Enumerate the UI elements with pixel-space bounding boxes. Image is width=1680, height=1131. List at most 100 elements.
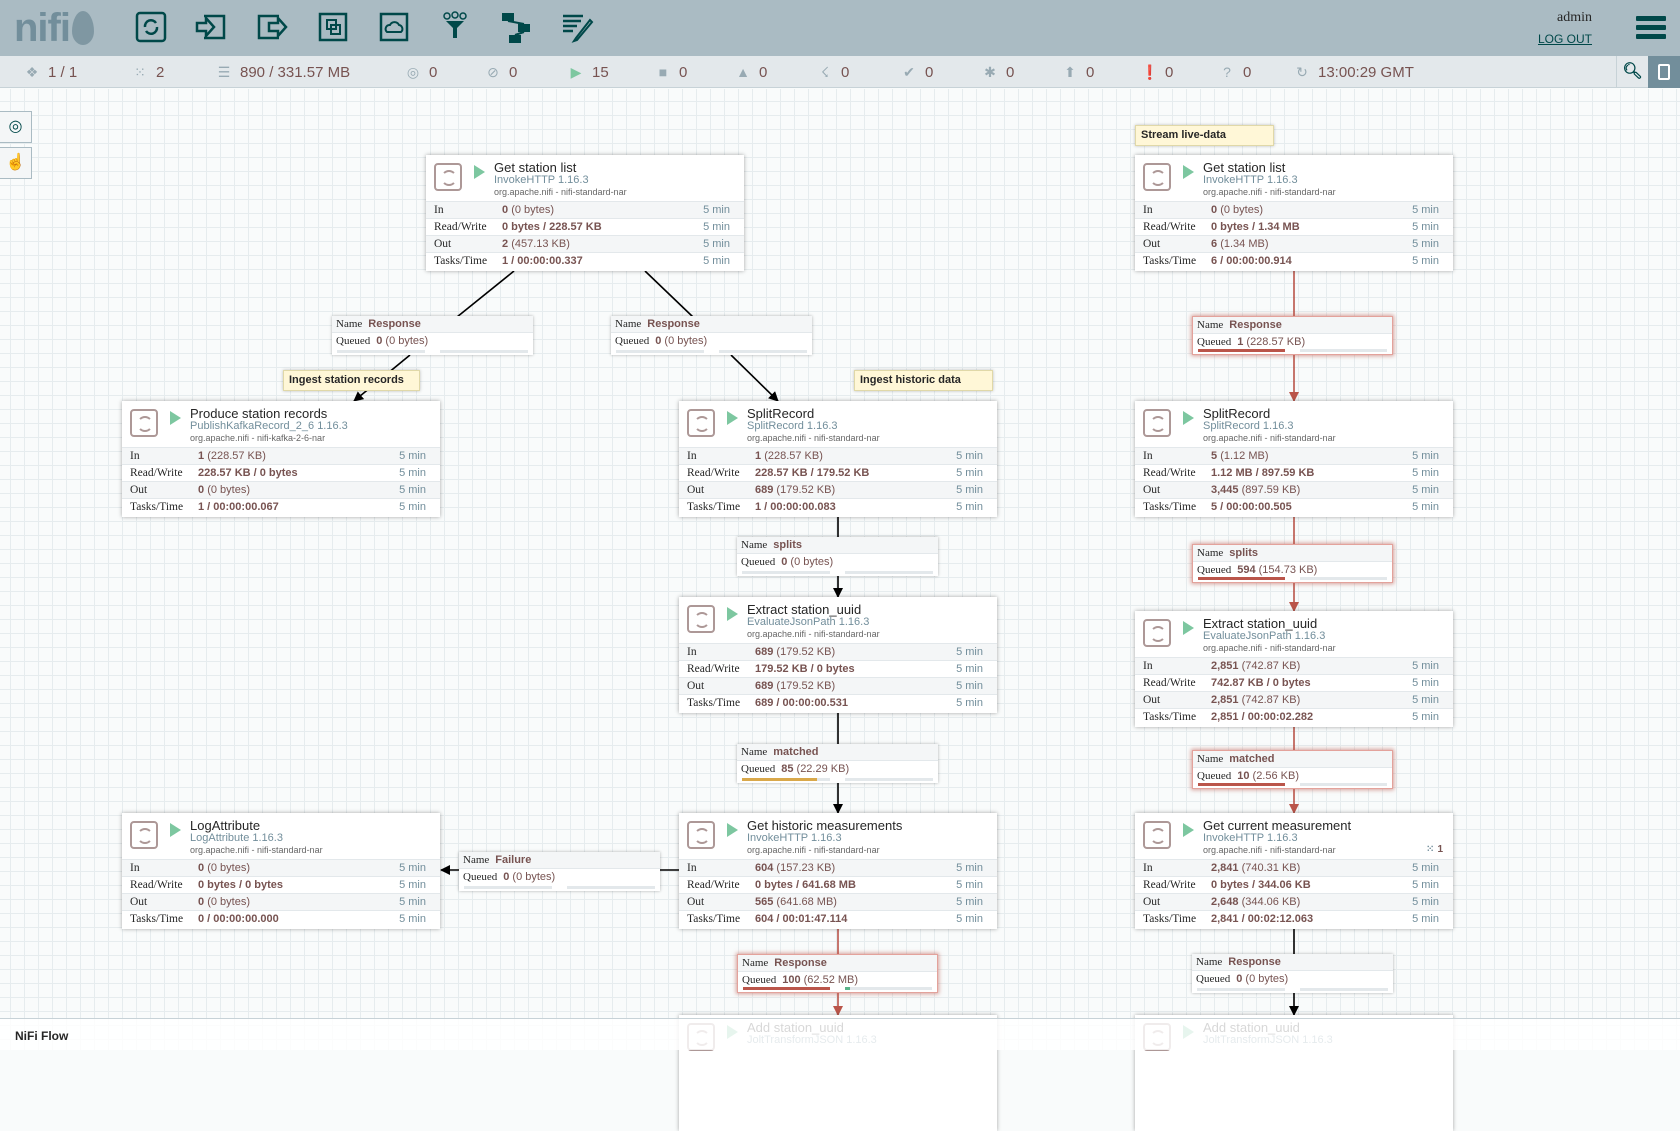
logout-link[interactable]: LOG OUT — [1537, 32, 1592, 46]
stat-label: Tasks/Time — [687, 501, 741, 513]
stat-window: 5 min — [1412, 255, 1439, 267]
connection-label[interactable]: Name Response Queued 100 (62.52 MB) — [737, 954, 938, 993]
connection-label[interactable]: Name Response Queued 0 (0 bytes) — [1192, 954, 1393, 993]
processor-name: Extract station_uuid — [747, 602, 862, 617]
stat-window: 5 min — [956, 501, 983, 513]
backpressure-size-bar — [567, 886, 655, 889]
operate-hand-icon[interactable]: ☝ — [0, 147, 32, 179]
flow-label[interactable]: Ingest historic data — [854, 370, 993, 391]
processor-bundle: org.apache.nifi - nifi-standard-nar — [1203, 643, 1336, 653]
nifi-logo: nifi — [14, 6, 94, 51]
backpressure-count-bar — [742, 778, 830, 781]
queued-size: (0 bytes) — [664, 335, 708, 347]
stat-label: Tasks/Time — [687, 913, 741, 925]
processor-bundle: org.apache.nifi - nifi-standard-nar — [747, 629, 880, 639]
cluster-icon: ❖ — [25, 64, 39, 80]
template-icon[interactable] — [499, 10, 533, 44]
queued-count: 0 — [781, 556, 788, 568]
connection-name: matched — [773, 746, 819, 758]
stat-label: Out — [1143, 694, 1161, 706]
flow-label[interactable]: Stream live-data — [1135, 125, 1274, 146]
stat-count: 5 — [1211, 450, 1218, 462]
stat-label: In — [687, 862, 697, 874]
hamburger-menu-icon[interactable] — [1636, 16, 1666, 40]
stat-label: Out — [1143, 896, 1161, 908]
processor[interactable]: Get current measurement InvokeHTTP 1.16.… — [1135, 813, 1453, 929]
current-user: admin — [1557, 10, 1592, 25]
queued-count: 0 — [1236, 973, 1243, 985]
processor-bundle: org.apache.nifi - nifi-kafka-2-6-nar — [190, 433, 326, 443]
processor[interactable]: Get station list InvokeHTTP 1.16.3 org.ap… — [426, 155, 744, 271]
connection-label[interactable]: Name Response Queued 1 (228.57 KB) — [1192, 316, 1393, 355]
process-group-icon[interactable] — [316, 10, 350, 44]
connection-label[interactable]: Name Response Queued 0 (0 bytes) — [332, 316, 533, 355]
disabled-icon: ☇ — [820, 64, 830, 80]
stat-value: 0 bytes / 344.06 KB — [1211, 879, 1311, 891]
stat-label: In — [687, 646, 697, 658]
running-status: ▶ 15 — [568, 64, 609, 81]
errors-status: ❗ 0 — [1141, 64, 1173, 81]
stat-label: Out — [130, 896, 148, 908]
flow-config-icon[interactable] — [1648, 56, 1680, 88]
flow-label[interactable]: Ingest station records — [283, 370, 420, 391]
queued-label: Queued — [1197, 336, 1232, 348]
stat-label: Out — [687, 484, 705, 496]
processor[interactable]: Get historic measurements InvokeHTTP 1.1… — [679, 813, 997, 929]
processor-icon — [434, 163, 462, 191]
label-icon[interactable] — [560, 10, 594, 44]
processor[interactable]: Produce station records PublishKafkaReco… — [122, 401, 440, 517]
search-icon[interactable]: 🔍︎ — [1616, 56, 1648, 88]
stat-count: 2,648 — [1211, 896, 1239, 908]
processor-bundle: org.apache.nifi - nifi-standard-nar — [494, 187, 627, 197]
stat-size: (740.31 KB) — [1241, 862, 1301, 874]
name-label: Name — [1196, 956, 1223, 968]
connection-label[interactable]: Name matched Queued 10 (2.56 KB) — [1192, 750, 1393, 789]
backpressure-count-bar — [742, 571, 830, 574]
name-label: Name — [1197, 547, 1224, 559]
connection-label[interactable]: Name Failure Queued 0 (0 bytes) — [459, 852, 660, 891]
backpressure-size-bar — [1300, 577, 1387, 580]
connection-label[interactable]: Name Response Queued 0 (0 bytes) — [611, 316, 812, 355]
name-label: Name — [741, 746, 768, 758]
connection-label[interactable]: Name splits Queued 594 (154.73 KB) — [1192, 544, 1393, 583]
processor[interactable]: LogAttribute LogAttribute 1.16.3 org.apac… — [122, 813, 440, 929]
processor[interactable]: Extract station_uuid EvaluateJsonPath 1.… — [679, 597, 997, 713]
stat-label: Tasks/Time — [1143, 711, 1197, 723]
stat-window: 5 min — [956, 913, 983, 925]
backpressure-count-bar — [1197, 988, 1285, 991]
processor[interactable]: Get station list InvokeHTTP 1.16.3 org.ap… — [1135, 155, 1453, 271]
stat-out: Out 0 (0 bytes) 5 min — [122, 893, 440, 910]
queued-label: Queued — [741, 763, 776, 775]
stat-value: 0 bytes / 228.57 KB — [502, 221, 602, 233]
stat-label: Read/Write — [1143, 221, 1196, 233]
name-label: Name — [1197, 753, 1224, 765]
processor-name: Produce station records — [190, 406, 328, 421]
stat-count: 0 — [198, 862, 205, 874]
processor[interactable]: Extract station_uuid EvaluateJsonPath 1.… — [1135, 611, 1453, 727]
connection-label[interactable]: Name splits Queued 0 (0 bytes) — [737, 537, 938, 576]
processor[interactable]: SplitRecord SplitRecord 1.16.3 org.apache… — [1135, 401, 1453, 517]
stat-in: In 2,841 (740.31 KB) 5 min — [1135, 859, 1453, 876]
backpressure-count-bar — [1198, 577, 1285, 580]
stop-icon: ■ — [658, 64, 668, 80]
stat-label: Tasks/Time — [687, 697, 741, 709]
stat-tasks-time: Tasks/Time 604 / 00:01:47.114 5 min — [679, 910, 997, 927]
breadcrumb-root[interactable]: NiFi Flow — [15, 1029, 69, 1043]
refresh-icon[interactable]: ↻ — [1296, 64, 1308, 80]
processor[interactable]: SplitRecord SplitRecord 1.16.3 org.apache… — [679, 401, 997, 517]
stat-value: 1 / 00:00:00.083 — [755, 501, 836, 513]
remote-process-group-icon[interactable] — [377, 10, 411, 44]
connection-label[interactable]: Name matched Queued 85 (22.29 KB) — [737, 744, 938, 783]
stat-value: 1.12 MB / 897.59 KB — [1211, 467, 1315, 479]
stat-value: 2,841 / 00:02:12.063 — [1211, 913, 1314, 925]
processor-icon[interactable] — [134, 10, 168, 44]
arrow-up-circle-icon: ⬆ — [1064, 64, 1076, 80]
stopped-value: 0 — [679, 64, 688, 81]
not-transmitting-icon: ⊘ — [487, 64, 499, 80]
input-port-icon[interactable] — [194, 10, 228, 44]
output-port-icon[interactable] — [255, 10, 289, 44]
navigate-compass-icon[interactable]: ◎ — [0, 111, 32, 143]
funnel-icon[interactable] — [438, 10, 472, 44]
queued-label: Queued — [615, 335, 650, 347]
stat-read-write: Read/Write 0 bytes / 344.06 KB 5 min — [1135, 876, 1453, 893]
